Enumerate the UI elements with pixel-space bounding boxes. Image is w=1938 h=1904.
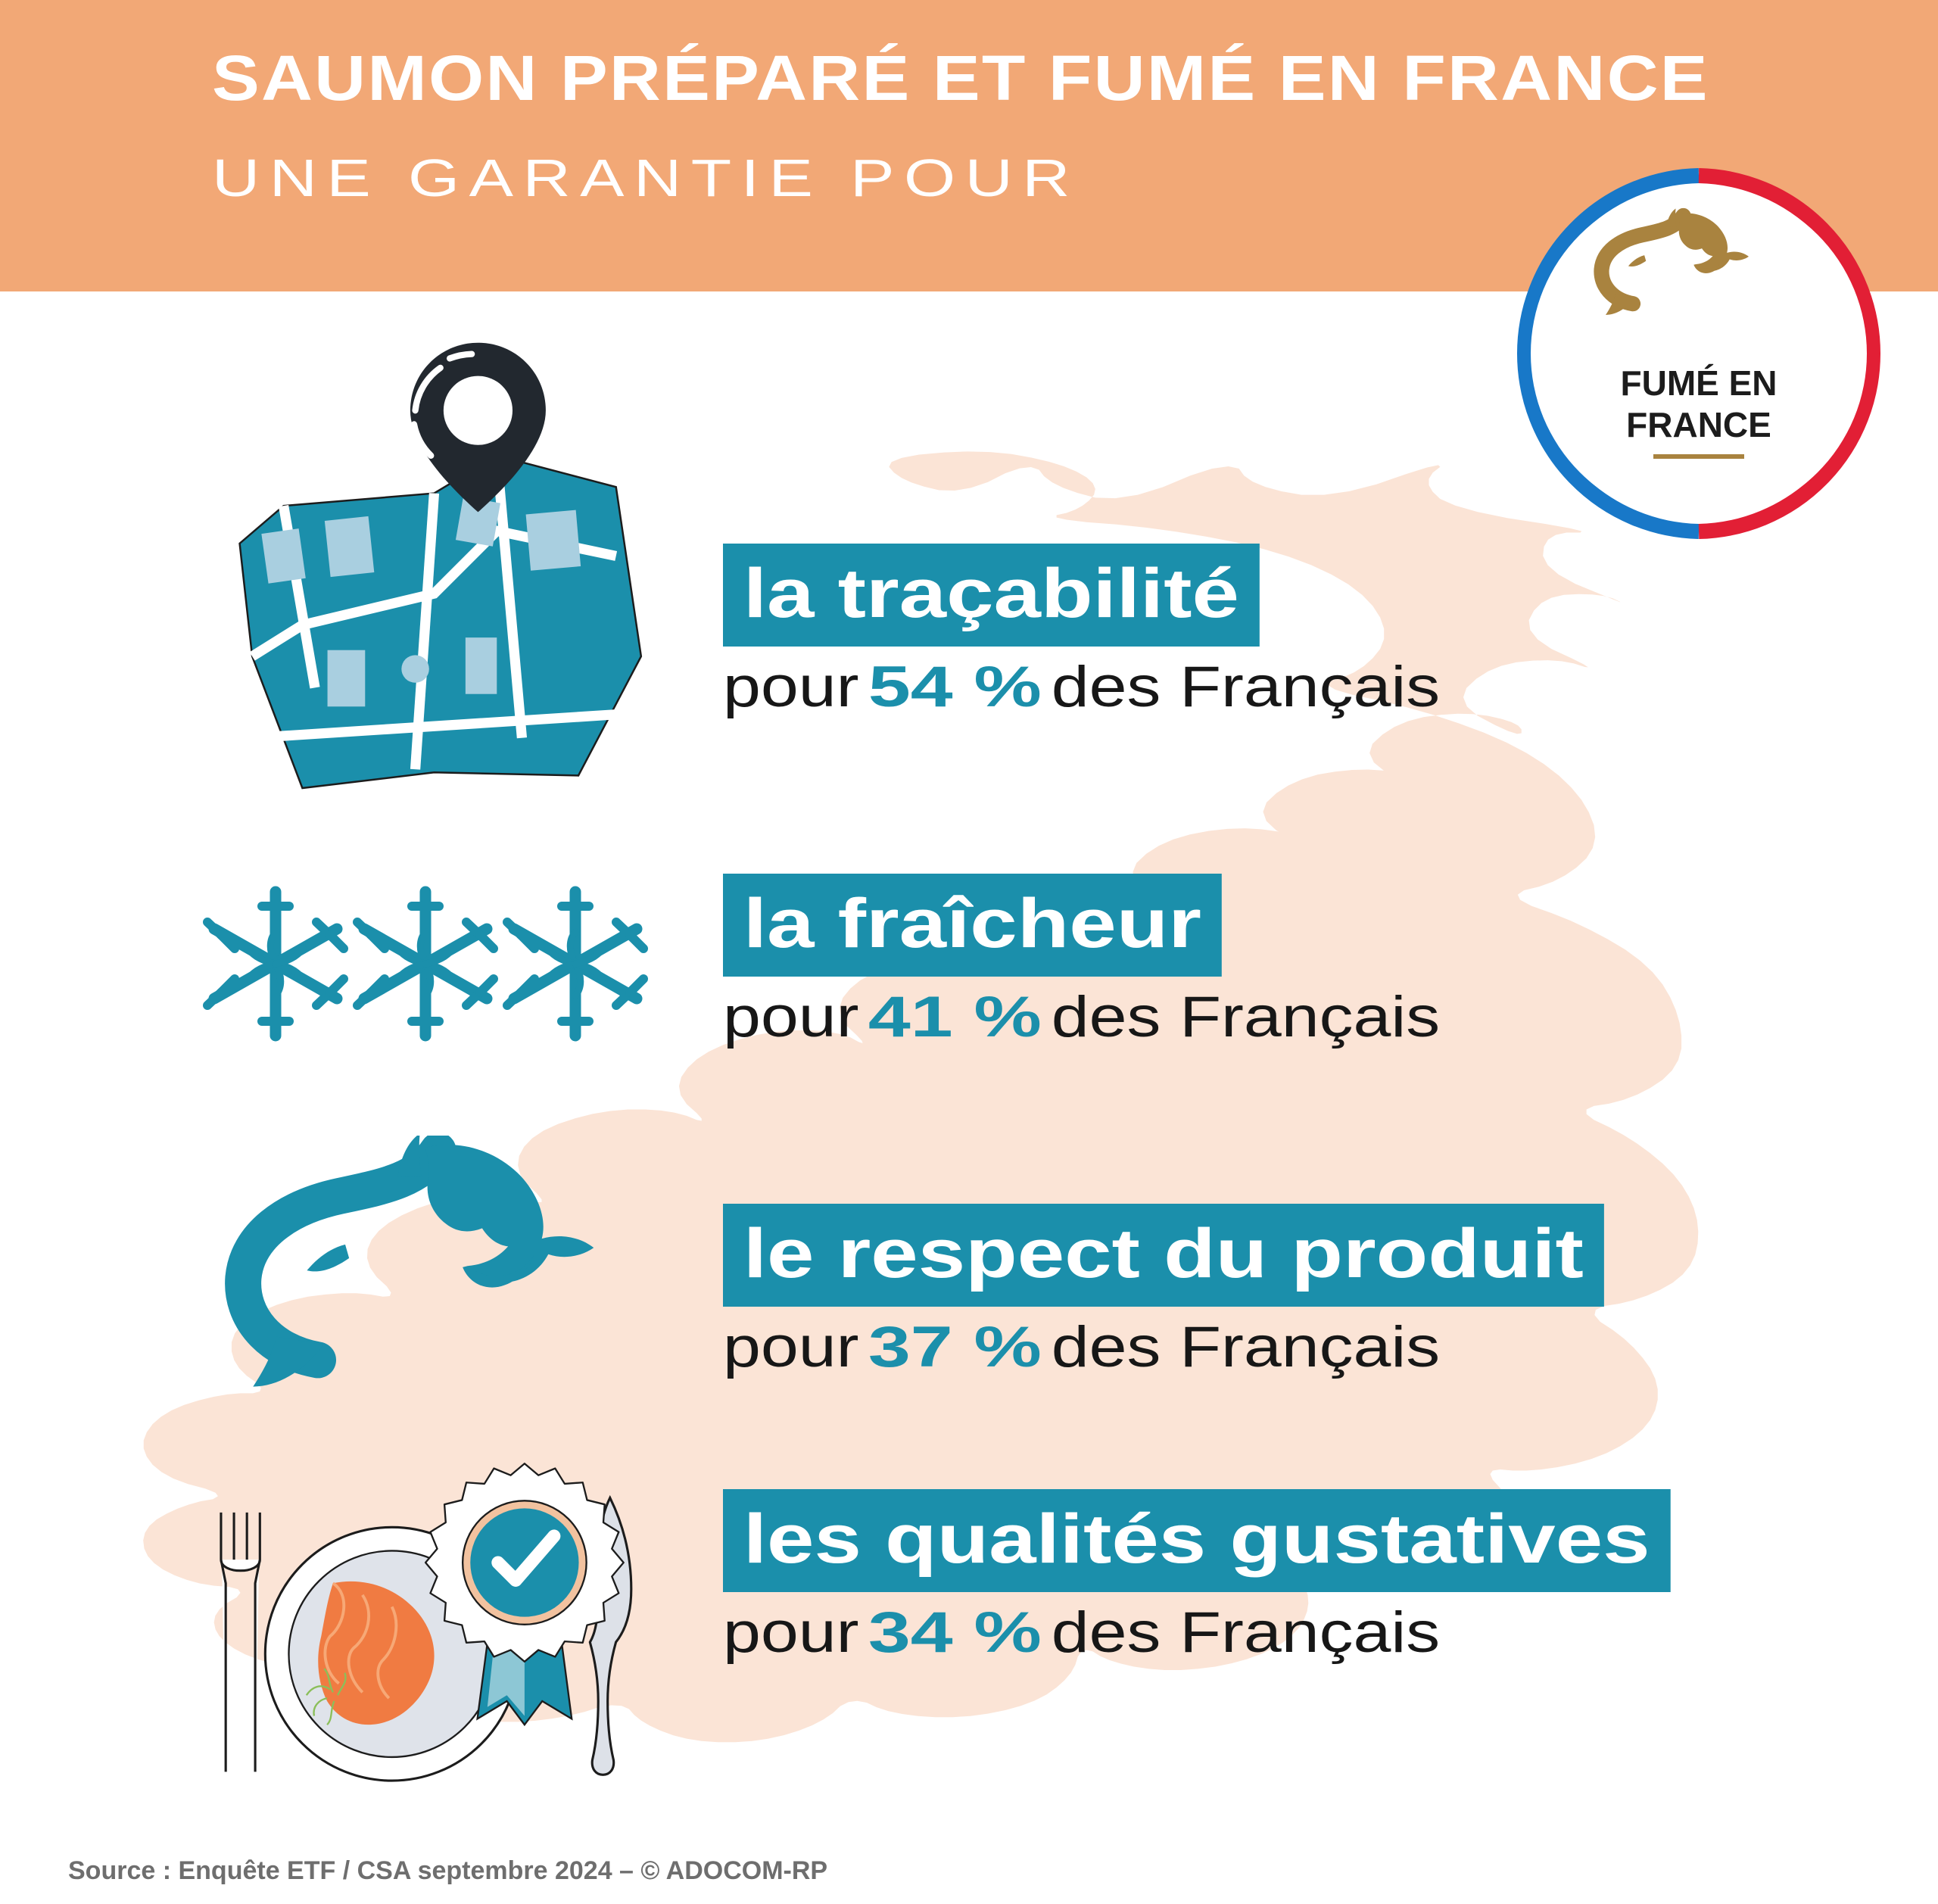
svg-text:FRANCE: FRANCE — [1626, 405, 1771, 444]
svg-text:FUMÉ EN: FUMÉ EN — [1621, 363, 1778, 403]
